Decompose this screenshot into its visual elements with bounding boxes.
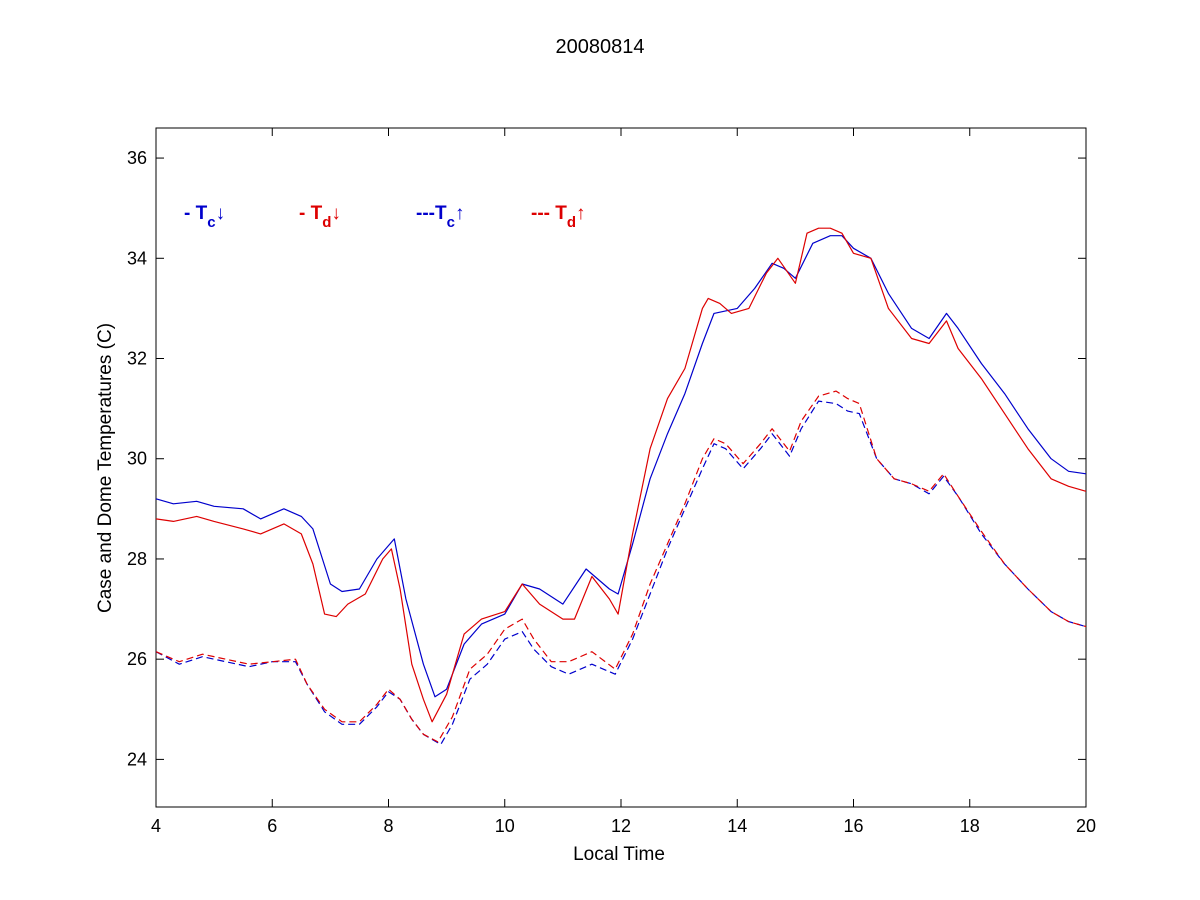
- legend-arrow: ↓: [331, 203, 341, 224]
- legend-arrow: ↑: [455, 203, 465, 224]
- y-axis-label: Case and Dome Temperatures (C): [95, 323, 116, 613]
- legend-prefix: --- T: [531, 203, 567, 224]
- x-tick-label: 4: [151, 816, 161, 836]
- series-line-Td_down: [155, 227, 1087, 723]
- legend-entry: --- Td↑: [531, 203, 586, 231]
- y-tick-label: 36: [127, 148, 147, 168]
- legend-prefix: ---T: [416, 203, 447, 224]
- x-tick-label: 8: [383, 816, 393, 836]
- series-line-Td_up: [155, 390, 1087, 743]
- y-tick-label: 34: [127, 248, 147, 268]
- x-tick-label: 12: [611, 816, 631, 836]
- legend-prefix: - T: [184, 203, 208, 224]
- y-tick-label: 30: [127, 449, 147, 469]
- series-line-Tc_down: [155, 235, 1087, 698]
- legend-subscript: d: [322, 214, 331, 231]
- x-tick-label: 16: [843, 816, 863, 836]
- y-tick-label: 24: [127, 749, 147, 769]
- x-tick-label: 10: [495, 816, 515, 836]
- series-line-Tc_up: [155, 400, 1087, 746]
- y-tick-label: 32: [127, 349, 147, 369]
- legend: - Tc↓ - Td↓ ---Tc↑ --- Td↑: [184, 203, 586, 231]
- legend-arrow: ↑: [576, 203, 586, 224]
- legend-entry: - Td↓: [299, 203, 341, 231]
- legend-subscript: c: [207, 214, 215, 231]
- x-tick-label: 6: [267, 816, 277, 836]
- legend-entry: - Tc↓: [184, 203, 225, 231]
- x-tick-label: 20: [1076, 816, 1096, 836]
- legend-arrow: ↓: [216, 203, 226, 224]
- legend-subscript: c: [447, 214, 455, 231]
- axes-frame: [155, 127, 1087, 808]
- y-tick-label: 28: [127, 549, 147, 569]
- y-tick-label: 26: [127, 649, 147, 669]
- x-tick-label: 18: [960, 816, 980, 836]
- x-axis-label: Local Time: [573, 844, 665, 865]
- x-tick-label: 14: [727, 816, 747, 836]
- plot-area: 4 6 8 10 12 14 16 18 20 24 26 28 30 32 34 36: [127, 127, 1096, 836]
- legend-entry: ---Tc↑: [416, 203, 464, 231]
- legend-prefix: - T: [299, 203, 323, 224]
- chart-title: 20080814: [556, 36, 645, 58]
- legend-subscript: d: [567, 214, 576, 231]
